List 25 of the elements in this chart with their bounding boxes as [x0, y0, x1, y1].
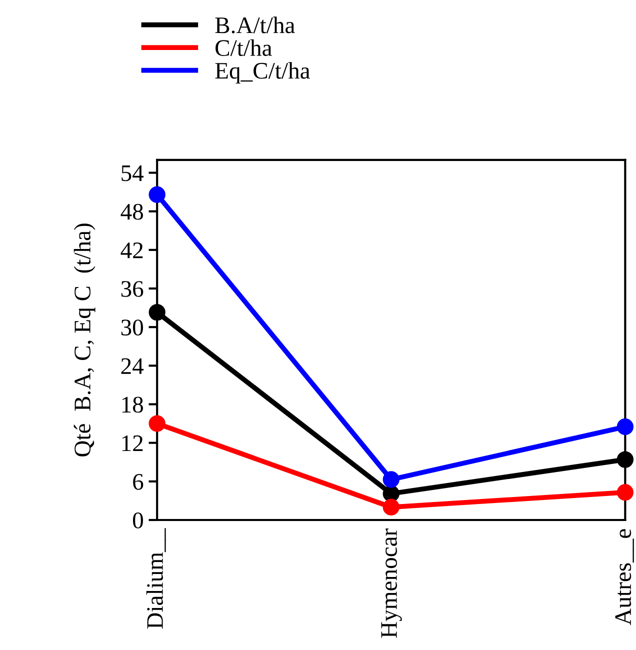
y-tick-label: 54 [122, 165, 144, 182]
point [616, 451, 634, 468]
point [616, 418, 634, 436]
y-tick-label: 30 [121, 320, 143, 336]
y-axis-title: Qté B.A, C, Eq C (t/ha) [74, 224, 96, 456]
legend-label: Eq_C/t/ha [215, 62, 310, 84]
legend-label: B.A/t/ha [215, 16, 295, 34]
x-tick-label: Autres__e [615, 529, 634, 626]
x-tick-label: Hymenocar [381, 528, 402, 638]
point [148, 415, 166, 432]
point [382, 471, 400, 488]
point [148, 304, 166, 321]
x-tick-label: Dialium__ [146, 528, 166, 629]
point [616, 484, 634, 501]
point [382, 498, 400, 516]
y-tick-label: 0 [132, 512, 143, 528]
point [148, 186, 166, 203]
y-tick-label: 36 [121, 281, 144, 297]
y-tick-label: 24 [121, 358, 144, 374]
y-tick-label: 42 [120, 242, 143, 258]
y-tick-label: 12 [122, 435, 143, 452]
y-tick-label: 48 [120, 204, 143, 220]
y-tick-label: 6 [133, 474, 144, 490]
y-tick-label: 18 [122, 396, 143, 413]
legend-label: C/t/ha [216, 39, 272, 56]
